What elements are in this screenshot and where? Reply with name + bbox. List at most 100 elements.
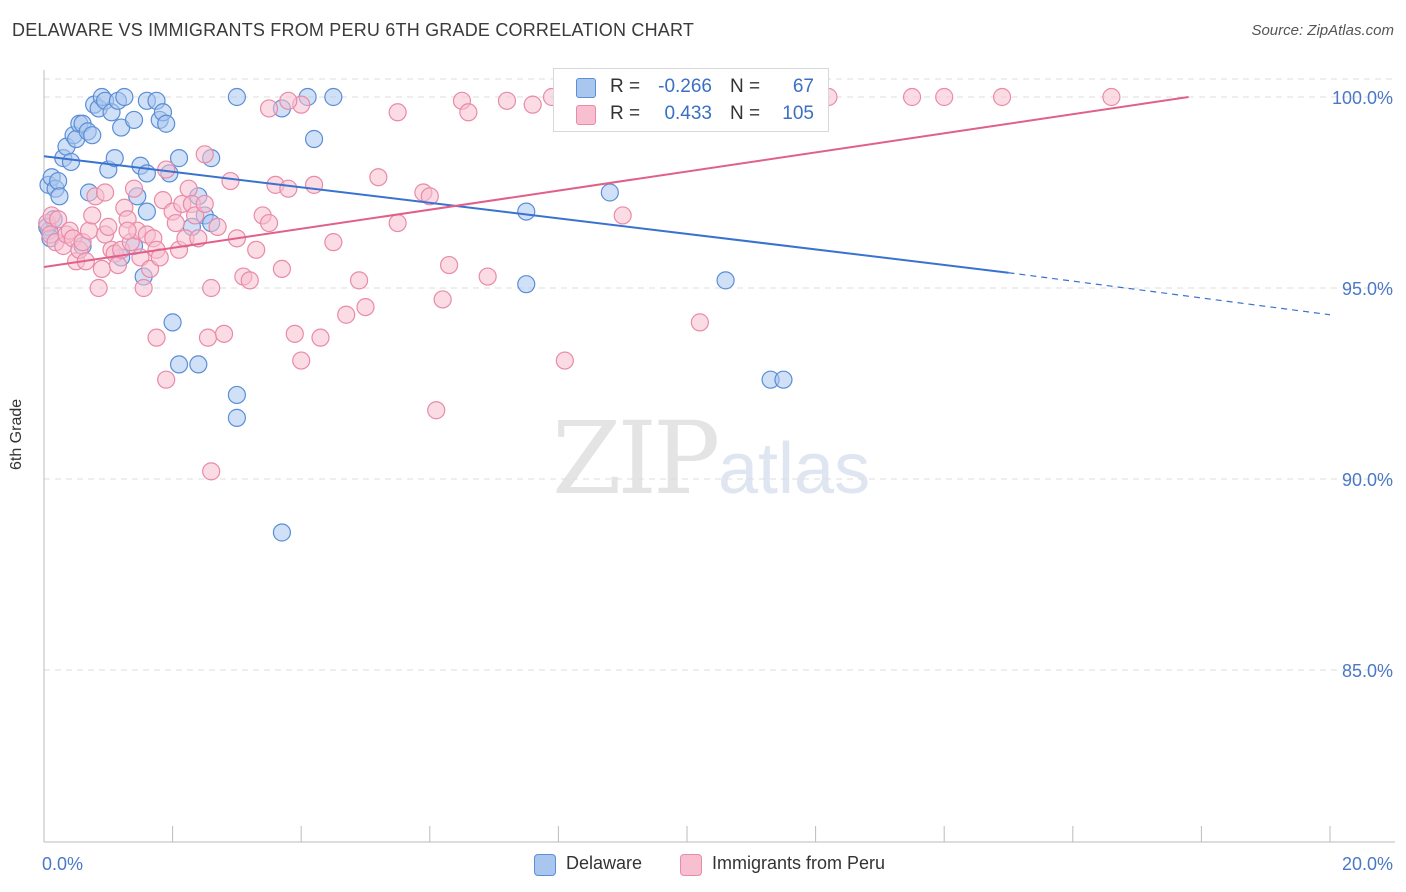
peru-point	[240, 271, 259, 290]
delaware-swatch	[576, 78, 596, 98]
peru-point	[195, 194, 214, 214]
peru-point	[349, 271, 369, 290]
delaware-point	[227, 87, 246, 107]
peru-point	[388, 103, 407, 122]
peru-point	[420, 187, 439, 206]
x-tick-label: 0.0%	[42, 854, 83, 874]
peru-point	[459, 103, 478, 122]
legend-r-value: -0.266	[658, 76, 712, 97]
peru-point	[108, 255, 128, 275]
peru-point	[337, 305, 356, 324]
delaware-point	[304, 129, 324, 149]
peru-point	[166, 213, 185, 233]
delaware-points	[38, 87, 793, 542]
peru-point	[285, 324, 304, 343]
delaware-legend-label: Delaware	[566, 853, 643, 873]
peru-point	[292, 351, 311, 370]
y-tick-label: 100.0%	[1332, 88, 1393, 108]
peru-point	[83, 206, 102, 225]
peru-point	[690, 313, 709, 332]
delaware-point	[115, 87, 134, 107]
peru-legend-swatch	[680, 854, 702, 876]
delaware-point	[716, 271, 735, 290]
peru-point	[555, 351, 574, 370]
delaware-point	[124, 110, 144, 130]
peru-point	[118, 221, 137, 240]
peru-point	[439, 255, 459, 275]
peru-swatch	[576, 105, 596, 125]
peru-point	[902, 87, 922, 107]
axes	[43, 70, 1395, 843]
peru-point	[79, 221, 99, 240]
delaware-point	[163, 313, 182, 332]
peru-point	[49, 210, 68, 229]
peru-point	[272, 259, 292, 278]
peru-point	[433, 290, 452, 309]
legend-n-label: N =	[730, 103, 761, 124]
peru-point	[95, 183, 115, 202]
stats-legend: R = -0.266 N = 67 R = 0.433 N = 105	[553, 68, 829, 132]
x-tick-label: 20.0%	[1342, 854, 1393, 874]
delaware-trend-extension	[1008, 272, 1331, 316]
legend-row-peru: R = 0.433 N = 105	[554, 102, 828, 128]
delaware-point	[50, 187, 69, 206]
y-tick-label: 95.0%	[1342, 279, 1393, 299]
delaware-point	[61, 152, 81, 172]
delaware-point	[272, 523, 292, 542]
peru-point	[147, 328, 166, 347]
peru-point	[388, 213, 407, 233]
y-tick-label: 90.0%	[1342, 470, 1393, 490]
source-label: Source: ZipAtlas.com	[1251, 22, 1394, 39]
peru-point	[311, 328, 330, 347]
peru-point	[99, 217, 118, 236]
peru-point	[214, 324, 234, 343]
peru-point	[202, 278, 221, 298]
legend-r-value: 0.433	[664, 103, 712, 124]
delaware-point	[169, 355, 189, 374]
legend-n-value: 67	[792, 76, 814, 97]
peru-point	[179, 179, 198, 198]
peru-point	[208, 217, 227, 236]
peru-point	[324, 233, 343, 252]
peru-point	[195, 145, 214, 164]
delaware-point	[324, 87, 343, 107]
delaware-point	[83, 126, 102, 145]
delaware-point	[49, 171, 68, 191]
delaware-trend-line	[43, 155, 1009, 274]
watermark-zip: ZIP	[552, 400, 720, 517]
peru-point	[279, 91, 298, 110]
y-tick-label: 85.0%	[1342, 661, 1393, 681]
delaware-legend-swatch	[534, 854, 556, 876]
tick-labels: 100.0% 95.0% 90.0% 85.0% 0.0% 20.0%	[42, 88, 1393, 874]
peru-point	[356, 298, 375, 317]
legend-r-label: R =	[610, 76, 641, 97]
delaware-point	[517, 202, 536, 221]
delaware-point	[157, 114, 176, 133]
peru-point	[89, 278, 108, 298]
peru-point	[427, 401, 446, 420]
peru-points	[38, 87, 1121, 481]
peru-point	[497, 91, 517, 110]
delaware-point	[227, 408, 246, 427]
legend-row-delaware: R = -0.266 N = 67	[554, 75, 828, 101]
peru-point	[523, 95, 542, 114]
watermark-atlas: atlas	[718, 429, 871, 509]
peru-point	[992, 87, 1012, 107]
legend-n-label: N =	[730, 76, 761, 97]
peru-point	[935, 87, 954, 107]
peru-point	[369, 168, 388, 187]
peru-point	[478, 267, 497, 286]
delaware-point	[105, 149, 124, 168]
legend-n-value: 105	[782, 103, 814, 124]
legend-r-label: R =	[610, 103, 641, 124]
peru-point	[202, 462, 221, 481]
delaware-point	[227, 385, 246, 405]
peru-point	[124, 179, 144, 198]
peru-legend-label: Immigrants from Peru	[712, 853, 886, 873]
peru-point	[259, 213, 279, 233]
peru-point	[92, 259, 111, 278]
chart-title: DELAWARE VS IMMIGRANTS FROM PERU 6TH GRA…	[12, 20, 695, 40]
delaware-point	[774, 370, 793, 389]
peru-point	[1102, 87, 1121, 107]
